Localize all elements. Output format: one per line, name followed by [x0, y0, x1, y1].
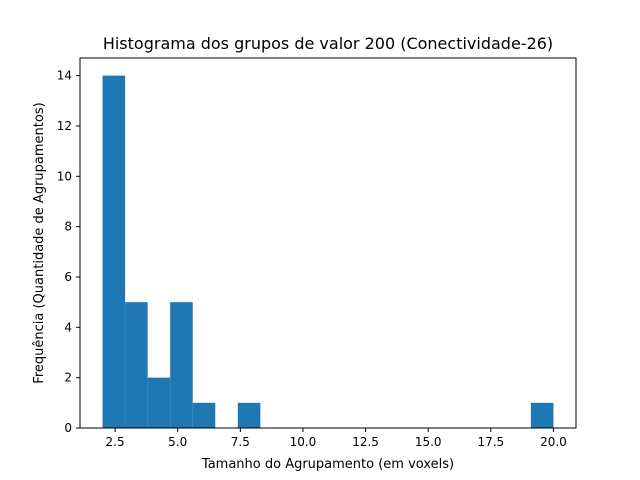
histogram-bar — [125, 302, 148, 428]
y-axis-ticks: 0 2 4 6 8 10 12 14 — [57, 69, 80, 435]
histogram-bar — [192, 402, 216, 428]
chart-title: Histograma dos grupos de valor 200 (Cone… — [103, 34, 553, 53]
x-tick-label: 5.0 — [168, 435, 187, 449]
y-tick-label: 10 — [57, 169, 72, 183]
y-tick-label: 2 — [64, 371, 72, 385]
histogram-bar — [530, 402, 554, 428]
x-tick-label: 10.0 — [290, 435, 317, 449]
y-tick-label: 6 — [64, 270, 72, 284]
y-tick-label: 8 — [64, 220, 72, 234]
bars-layer — [102, 75, 554, 428]
x-tick-label: 15.0 — [415, 435, 442, 449]
x-tick-label: 20.0 — [540, 435, 567, 449]
x-axis-label: Tamanho do Agrupamento (em voxels) — [201, 457, 454, 472]
y-tick-label: 14 — [57, 69, 72, 83]
x-tick-label: 7.5 — [231, 435, 250, 449]
y-tick-label: 4 — [64, 320, 72, 334]
y-axis-label: Frequência (Quantidade de Agrupamentos) — [32, 102, 47, 383]
histogram-bar — [102, 75, 126, 428]
y-tick-label: 12 — [57, 119, 72, 133]
histogram-bar — [170, 302, 193, 428]
x-tick-label: 17.5 — [477, 435, 504, 449]
histogram-bar — [147, 377, 171, 428]
x-tick-label: 2.5 — [106, 435, 125, 449]
x-tick-label: 12.5 — [352, 435, 379, 449]
plot-frame — [79, 57, 577, 429]
x-axis-ticks: 2.5 5.0 7.5 10.0 12.5 15.0 17.5 20.0 — [106, 428, 567, 449]
y-tick-label: 0 — [64, 421, 72, 435]
histogram-bar — [237, 402, 261, 428]
